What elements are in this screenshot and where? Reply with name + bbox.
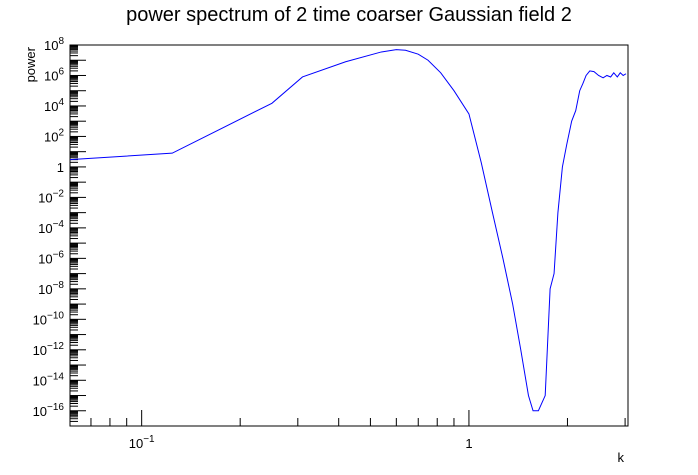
chart-title: power spectrum of 2 time coarser Gaussia… (126, 4, 572, 26)
y-tick-label: 10−16 (33, 402, 65, 419)
y-tick-label: 106 (44, 66, 64, 83)
y-axis-label: power (23, 46, 38, 82)
x-tick-label: 10−1 (129, 434, 155, 451)
y-tick-label: 10−4 (38, 219, 64, 236)
y-tick-label: 104 (44, 97, 64, 114)
y-tick-label: 10−10 (33, 310, 65, 327)
y-tick-label: 10−12 (33, 341, 65, 358)
y-tick-label: 10−8 (38, 280, 64, 297)
y-tick-label: 108 (44, 36, 64, 53)
plot-frame (69, 44, 629, 427)
y-tick-label: 10−14 (33, 371, 65, 388)
y-tick-label: 10−2 (38, 188, 64, 205)
series-line (69, 49, 627, 412)
x-tick-label: 1 (465, 436, 472, 451)
x-axis-label: k (618, 450, 625, 465)
y-tick-label: 102 (44, 127, 64, 144)
y-tick-label: 1 (57, 160, 64, 175)
y-tick-label: 10−6 (38, 249, 64, 266)
